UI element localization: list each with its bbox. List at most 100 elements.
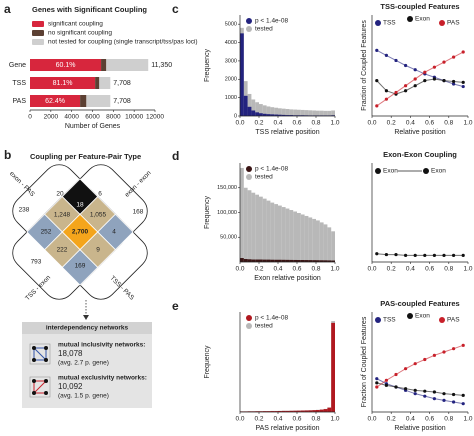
x-tick-label: 0.0 (367, 120, 376, 127)
histogram-bar (293, 259, 297, 262)
data-point (384, 252, 388, 257)
y-axis-label: Frequency (204, 195, 211, 229)
bar-segment (95, 77, 100, 89)
data-point (452, 82, 456, 86)
legend-label: tested (255, 26, 273, 33)
data-point (461, 80, 465, 84)
data-point (394, 58, 398, 63)
data-point (461, 253, 465, 257)
y-axis-label: Fraction of Coupled Features (361, 20, 368, 111)
histogram-bar (240, 33, 244, 117)
icon-node (44, 346, 48, 350)
histogram-bar (316, 220, 320, 262)
icon-node (44, 358, 48, 362)
legend-marker (407, 16, 413, 22)
histogram-bar (266, 114, 271, 116)
histogram-bar (285, 259, 290, 262)
data-point (375, 252, 379, 256)
histogram-bar (300, 260, 305, 262)
venn-set-label: exon - exon (124, 169, 153, 198)
histogram-bar (331, 231, 335, 262)
legend-swatch (32, 39, 44, 45)
histogram-bar (274, 259, 278, 262)
histogram-bar (278, 205, 282, 262)
histogram-bar (285, 109, 290, 116)
histogram-bar (262, 259, 267, 262)
histogram-bar (278, 411, 282, 412)
network-box (22, 322, 152, 408)
histogram-bar (278, 259, 282, 262)
histogram-bar (308, 260, 313, 262)
histogram-bar (255, 112, 259, 116)
x-axis-label: TSS relative position (255, 129, 319, 136)
icon-frame (29, 343, 51, 365)
data-point (394, 252, 398, 257)
bar-segment (80, 95, 87, 107)
venn-count: 18 (76, 202, 84, 209)
data-point (375, 385, 379, 389)
legend-label: tested (255, 174, 273, 181)
legend-label: tested (255, 323, 273, 330)
network-header (22, 322, 152, 334)
histogram-bar (327, 227, 332, 262)
panel-label: c (172, 2, 179, 16)
data-point (384, 97, 388, 101)
legend-swatch (32, 21, 44, 27)
histogram-bar (274, 411, 278, 412)
data-point (423, 70, 427, 74)
legend-swatch (246, 174, 252, 180)
x-tick-label: 0.8 (311, 266, 320, 273)
legend-label: p < 1.4e-08 (255, 315, 288, 322)
data-point (404, 253, 408, 257)
histogram-bar (323, 110, 328, 116)
histogram-bar (293, 115, 297, 116)
x-tick-label: 0.6 (292, 120, 301, 127)
icon-node (32, 391, 36, 395)
histogram-bar (266, 200, 271, 262)
network-title: interdependency networks (46, 325, 129, 332)
x-tick-label: 0.2 (254, 416, 263, 423)
histogram-bar (243, 95, 248, 116)
x-tick-label: 0.4 (273, 416, 282, 423)
data-point (442, 60, 446, 64)
data-point (384, 378, 388, 382)
x-tick-label: 0.2 (254, 120, 263, 127)
histogram-bar (251, 192, 256, 262)
histogram-bar (327, 260, 332, 262)
trend-line (376, 51, 464, 107)
data-point (461, 50, 465, 54)
histogram-bar (247, 190, 252, 262)
histogram-bar (281, 259, 286, 262)
x-axis-label: Relative position (394, 129, 445, 136)
y-tick-label: 2000 (225, 77, 237, 83)
histogram-bar (285, 208, 290, 262)
legend-label: PAS (447, 317, 460, 324)
panel-label: e (172, 299, 179, 313)
data-point (442, 398, 446, 402)
data-point (442, 392, 446, 396)
data-point (384, 383, 388, 387)
data-point (413, 388, 417, 392)
x-tick-label: 6000 (85, 114, 100, 121)
x-tick-label: 0.6 (425, 266, 434, 273)
x-axis-label: Exon relative position (254, 275, 321, 282)
data-point (423, 253, 427, 257)
histogram-bar (262, 105, 267, 116)
histogram-bar (262, 198, 267, 262)
data-point (423, 389, 427, 393)
bar-segment (30, 95, 81, 107)
histogram-bar (266, 411, 271, 412)
data-point (384, 53, 388, 58)
data-point (404, 89, 408, 93)
x-axis-label: Relative position (394, 425, 445, 432)
y-tick-label: 50,000 (220, 235, 237, 241)
histogram-bar (274, 114, 278, 116)
histogram-bar (289, 410, 294, 412)
category-label: Gene (9, 62, 26, 69)
histogram-bar (331, 115, 335, 116)
histogram-bar (293, 109, 297, 116)
data-point (423, 394, 427, 398)
x-tick-label: 1.0 (330, 120, 339, 127)
venn-cell (61, 249, 99, 286)
x-tick-label: 0.0 (367, 416, 376, 423)
